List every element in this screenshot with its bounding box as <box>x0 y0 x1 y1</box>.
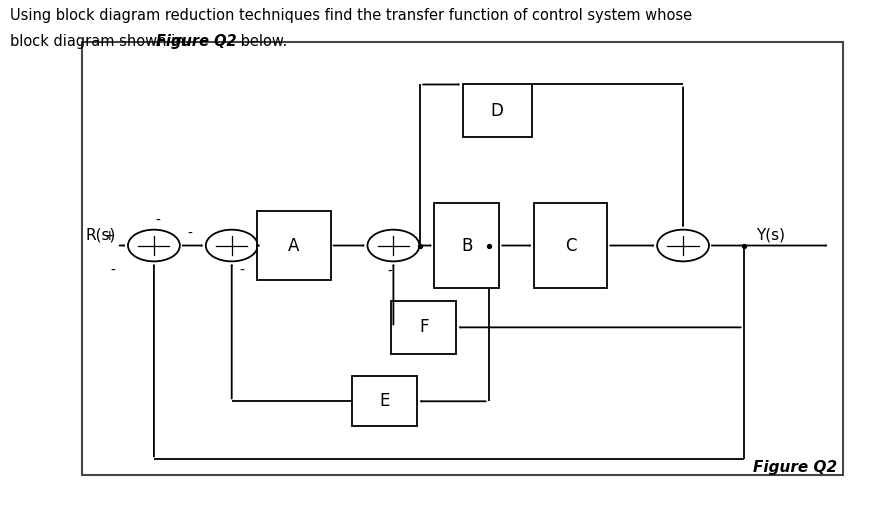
Bar <box>392 301 456 354</box>
Text: Y(s): Y(s) <box>757 228 786 242</box>
Text: -: - <box>155 214 159 228</box>
Bar <box>463 84 532 137</box>
Text: A: A <box>288 237 300 254</box>
Text: below.: below. <box>236 34 287 49</box>
Text: block diagram shown in: block diagram shown in <box>11 34 189 49</box>
Circle shape <box>657 230 709 261</box>
Text: F: F <box>419 318 428 336</box>
Circle shape <box>206 230 258 261</box>
Circle shape <box>367 230 420 261</box>
Text: -: - <box>187 227 193 241</box>
Bar <box>82 42 843 475</box>
Text: Figure Q2: Figure Q2 <box>753 460 837 475</box>
Text: E: E <box>379 392 390 410</box>
Bar <box>533 203 607 288</box>
Text: C: C <box>565 237 576 254</box>
Bar <box>352 376 417 427</box>
Circle shape <box>128 230 180 261</box>
Bar <box>258 211 331 280</box>
Text: +: + <box>103 229 115 243</box>
Text: -: - <box>240 264 244 278</box>
Text: D: D <box>491 102 504 120</box>
Text: Using block diagram reduction techniques find the transfer function of control s: Using block diagram reduction techniques… <box>11 8 693 23</box>
Text: B: B <box>461 237 472 254</box>
Bar <box>434 203 499 288</box>
Text: Figure Q2: Figure Q2 <box>156 34 237 49</box>
Text: -: - <box>387 265 392 279</box>
Text: R(s): R(s) <box>86 228 116 243</box>
Text: -: - <box>110 264 115 278</box>
